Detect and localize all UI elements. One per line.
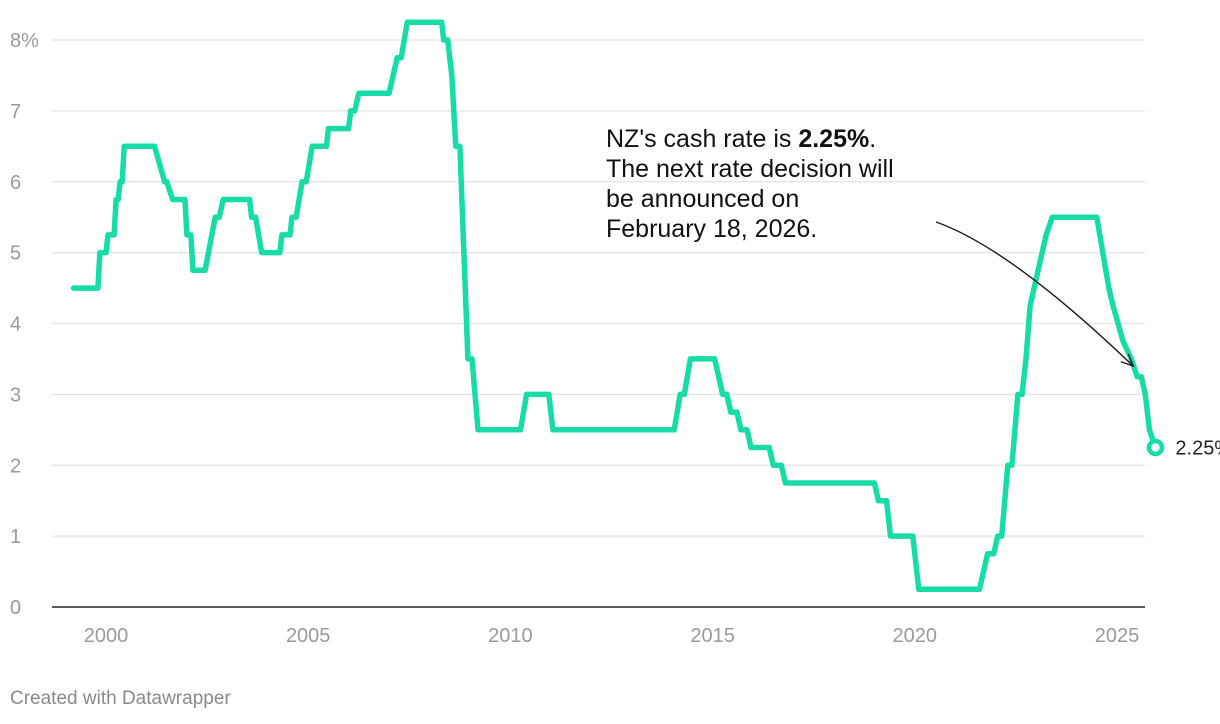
chart-annotation: NZ's cash rate is 2.25%. The next rate d… xyxy=(606,124,966,244)
gridlines xyxy=(52,39,1145,537)
series-layer: 2.25% xyxy=(70,19,1220,593)
y-tick-label: 4 xyxy=(10,314,21,336)
credit-text: Created with Datawrapper xyxy=(10,688,231,709)
annotation-suffix: . xyxy=(869,125,877,153)
annotation-line-4: February 18, 2026. xyxy=(606,215,818,243)
annotation-rate-value: 2.25% xyxy=(798,125,870,153)
end-point-marker xyxy=(1146,438,1165,457)
cash-rate-line xyxy=(70,19,1159,593)
x-tick-label: 2010 xyxy=(488,625,533,647)
axes: 0 1 2 3 4 5 6 7 8% 2000 2005 2010 2015 2020 2025 xyxy=(10,30,1145,647)
annotation-layer xyxy=(935,221,1135,368)
y-tick-label: 5 xyxy=(10,243,21,265)
y-tick-label: 3 xyxy=(10,384,21,406)
y-tick-label: 1 xyxy=(10,526,21,548)
x-tick-label: 2005 xyxy=(286,625,331,647)
y-tick-label: 0 xyxy=(10,597,21,619)
annotation-line-1: NZ's cash rate is 2.25%. xyxy=(606,124,966,154)
y-tick-label: 8% xyxy=(10,30,39,52)
x-tick-label: 2020 xyxy=(893,625,938,647)
annotation-line-2: The next rate decision will xyxy=(606,155,894,183)
annotation-arrow-line xyxy=(935,221,1134,367)
x-tick-label: 2025 xyxy=(1095,625,1140,647)
y-tick-label: 6 xyxy=(10,172,21,194)
annotation-prefix: NZ's cash rate is xyxy=(606,125,799,153)
y-tick-label: 7 xyxy=(10,101,21,123)
end-point-label: 2.25% xyxy=(1175,438,1220,460)
x-tick-label: 2000 xyxy=(84,625,129,647)
x-tick-label: 2015 xyxy=(690,625,735,647)
annotation-arrow-head xyxy=(1120,353,1135,368)
annotation-line-3: be announced on xyxy=(606,185,800,213)
y-tick-label: 2 xyxy=(10,455,21,477)
